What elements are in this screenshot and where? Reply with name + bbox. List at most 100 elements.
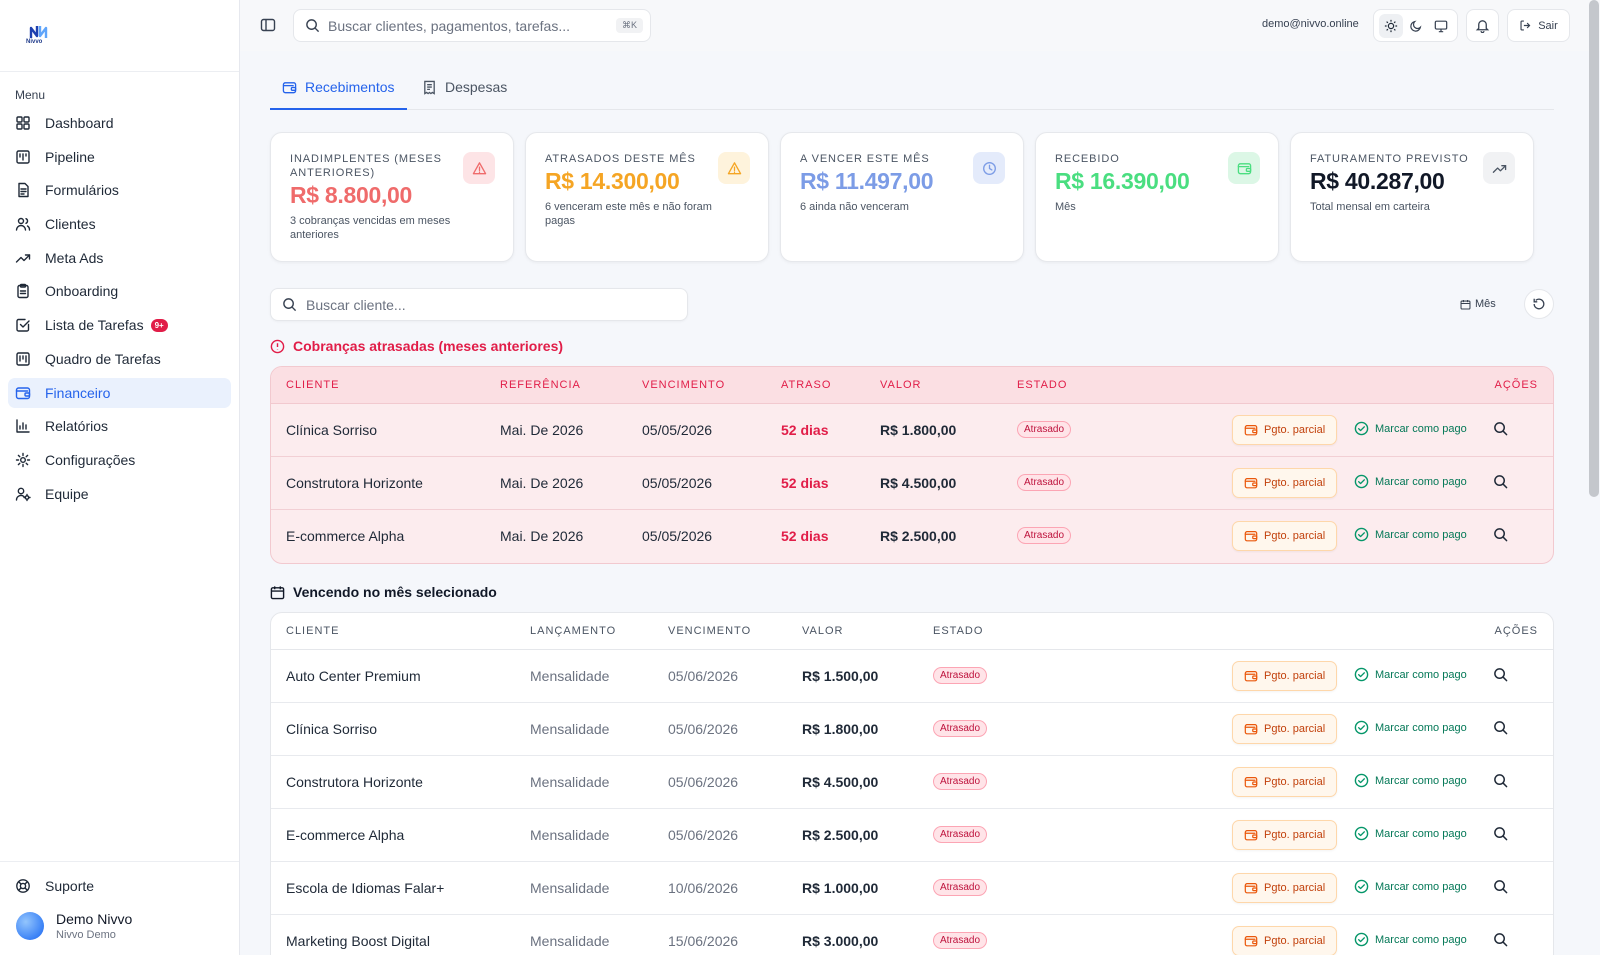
column-header: Cliente [286,625,340,637]
month-filter[interactable]: Mês [1460,298,1496,310]
table-row: E-commerce Alpha Mensalidade 05/06/2026 R$ … [271,809,1553,862]
card-recebido: Recebido R$ 16.390,00 Mês [1035,132,1279,262]
card-subtitle: 6 venceram este mês e não foram pagas [545,201,712,227]
partial-payment-button[interactable]: Pgto. parcial [1232,468,1338,498]
cell-vencimento: 05/06/2026 [668,721,739,737]
sidebar: Nivvo Menu Dashboard Pipeline Formulários C… [0,0,240,955]
card-label: Inadimplentes (meses anteriores) [290,153,442,179]
sidebar-item-financeiro[interactable]: Financeiro [8,377,231,408]
tab-recebimentos[interactable]: Recebimentos [270,79,407,110]
view-details-button[interactable] [1493,720,1508,735]
mark-paid-label: Marcar como pago [1375,827,1467,840]
view-details-button[interactable] [1493,826,1508,841]
monitor-icon[interactable] [1429,14,1453,38]
tab-despesas[interactable]: Despesas [422,79,507,110]
cell-referencia: Mai. De 2026 [500,528,584,544]
logout-button[interactable]: Sair [1507,9,1570,42]
cell-lancamento: Mensalidade [530,668,610,684]
partial-payment-button[interactable]: Pgto. parcial [1232,926,1338,955]
client-search-input[interactable]: Buscar cliente... [270,288,688,321]
global-search-input[interactable]: Buscar clientes, pagamentos, tarefas... … [293,9,651,42]
logo[interactable]: Nivvo [0,0,239,72]
partial-payment-button[interactable]: Pgto. parcial [1232,521,1338,551]
summary-cards: Inadimplentes (meses anteriores) R$ 8.800… [270,132,1554,262]
alert-triangle-icon [463,152,495,184]
view-details-button[interactable] [1493,667,1508,682]
mark-paid-button[interactable]: Marcar como pago [1354,527,1467,542]
tab-label: Recebimentos [305,79,395,95]
mark-paid-label: Marcar como pago [1375,528,1467,541]
magnifier-icon [1493,879,1508,894]
calendar-icon [270,585,285,599]
sidebar-item-label: Relatórios [45,418,109,435]
sidebar-toggle-icon[interactable] [260,17,276,33]
partial-payment-label: Pgto. parcial [1264,829,1326,841]
sidebar-item-relatorios[interactable]: Relatórios [8,411,231,441]
cell-cliente: Clínica Sorriso [286,422,378,438]
refresh-button[interactable] [1524,289,1554,319]
mark-paid-button[interactable]: Marcar como pago [1354,474,1467,489]
notifications-button[interactable] [1466,9,1499,42]
cell-valor: R$ 1.500,00 [802,668,879,684]
theme-switcher [1373,9,1458,42]
cell-vencimento: 05/06/2026 [668,668,739,684]
partial-payment-button[interactable]: Pgto. parcial [1232,661,1338,691]
sidebar-item-configuracoes[interactable]: Configurações [8,445,231,475]
moon-icon[interactable] [1404,14,1428,38]
view-details-button[interactable] [1493,421,1508,436]
sidebar-item-clientes[interactable]: Clientes [8,209,231,239]
sidebar-item-quadro-de-tarefas[interactable]: Quadro de Tarefas [8,344,231,374]
view-details-button[interactable] [1493,527,1508,542]
tab-label: Despesas [445,79,508,95]
mark-paid-label: Marcar como pago [1375,880,1467,893]
partial-payment-button[interactable]: Pgto. parcial [1232,767,1338,797]
column-header: Ações [1494,625,1538,637]
mark-paid-button[interactable]: Marcar como pago [1354,826,1467,841]
sidebar-item-equipe[interactable]: Equipe [8,479,231,509]
column-header: Referência [500,379,581,391]
forms-icon [15,182,31,198]
view-details-button[interactable] [1493,773,1508,788]
column-header: Estado [1017,379,1068,391]
cell-valor: R$ 4.500,00 [802,774,879,790]
partial-payment-button[interactable]: Pgto. parcial [1232,873,1338,903]
sidebar-item-lista-de-tarefas[interactable]: Lista de Tarefas 9+ [8,310,231,340]
mark-paid-button[interactable]: Marcar como pago [1354,773,1467,788]
partial-payment-button[interactable]: Pgto. parcial [1232,415,1338,445]
sun-icon[interactable] [1378,13,1403,38]
table-row: Construtora Horizonte Mai. De 2026 05/05/2… [271,457,1553,510]
view-details-button[interactable] [1493,474,1508,489]
sidebar-item-formularios[interactable]: Formulários [8,175,231,205]
due-section-title: Vencendo no mês selecionado [270,584,497,600]
gear-icon [15,452,31,468]
magnifier-icon [1493,826,1508,841]
user-profile[interactable]: Demo Nivvo Nivvo Demo [0,901,239,951]
cell-lancamento: Mensalidade [530,933,610,949]
sidebar-item-meta-ads[interactable]: Meta Ads [8,243,231,273]
partial-payment-button[interactable]: Pgto. parcial [1232,820,1338,850]
cell-atraso: 52 dias [781,422,829,438]
page-scrollbar[interactable] [1589,0,1599,497]
task-count-badge: 9+ [150,318,168,332]
column-header: Atraso [781,379,832,391]
sidebar-item-pipeline[interactable]: Pipeline [8,142,231,172]
mark-paid-button[interactable]: Marcar como pago [1354,879,1467,894]
view-details-button[interactable] [1493,879,1508,894]
mark-paid-button[interactable]: Marcar como pago [1354,421,1467,436]
mark-paid-button[interactable]: Marcar como pago [1354,667,1467,682]
table-row: Clínica Sorriso Mensalidade 05/06/2026 R$ 1… [271,703,1553,756]
support-link[interactable]: Suporte [8,871,231,901]
card-value: R$ 8.800,00 [290,182,413,208]
cell-valor: R$ 1.800,00 [880,422,957,438]
cell-cliente: Auto Center Premium [286,668,421,684]
mark-paid-button[interactable]: Marcar como pago [1354,720,1467,735]
cell-valor: R$ 3.000,00 [802,933,879,949]
search-icon [305,18,320,33]
sidebar-item-onboarding[interactable]: Onboarding [8,276,231,306]
logout-label: Sair [1538,19,1558,32]
partial-payment-button[interactable]: Pgto. parcial [1232,714,1338,744]
mark-paid-label: Marcar como pago [1375,668,1467,681]
mark-paid-button[interactable]: Marcar como pago [1354,932,1467,947]
sidebar-item-dashboard[interactable]: Dashboard [8,108,231,138]
view-details-button[interactable] [1493,932,1508,947]
